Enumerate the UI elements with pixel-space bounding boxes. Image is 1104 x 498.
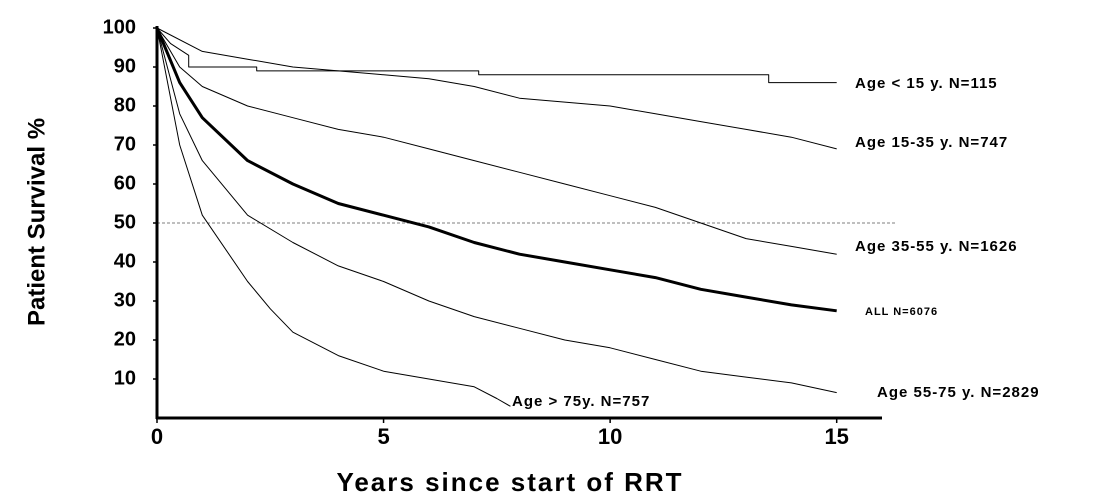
series-label: Age 15-35 y. N=747: [855, 134, 1008, 151]
y-tick-label: 50: [114, 211, 136, 233]
y-tick-label: 90: [114, 55, 136, 77]
y-tick-label: 10: [114, 367, 136, 389]
series-label: Age 55-75 y. N=2829: [877, 384, 1040, 401]
y-tick-label: 80: [114, 94, 136, 116]
survival-curve: [156, 27, 837, 394]
x-tick-label: 15: [824, 424, 848, 449]
y-tick-label: 20: [114, 328, 136, 350]
y-tick-label: 70: [114, 133, 136, 155]
x-tick-label: 5: [377, 424, 389, 449]
series-label: ALL N=6076: [865, 306, 938, 318]
survival-curve: [156, 27, 837, 255]
x-tick-label: 10: [598, 424, 622, 449]
series-label: Age < 15 y. N=115: [855, 75, 998, 92]
series-label: Age > 75y. N=757: [512, 393, 650, 410]
x-axis-title: Years since start of RRT: [336, 467, 683, 497]
y-tick-label: 100: [103, 16, 136, 38]
y-tick-label: 30: [114, 289, 136, 311]
y-tick-label: 40: [114, 250, 136, 272]
x-tick-label: 0: [151, 424, 163, 449]
y-tick-label: 60: [114, 172, 136, 194]
survival-curve: [156, 27, 837, 84]
survival-curve: [155, 27, 837, 313]
survival-curve: [156, 27, 837, 150]
series-label: Age 35-55 y. N=1626: [855, 238, 1018, 255]
survival-curve: [156, 27, 511, 407]
y-axis-title: Patient Survival %: [23, 118, 50, 326]
